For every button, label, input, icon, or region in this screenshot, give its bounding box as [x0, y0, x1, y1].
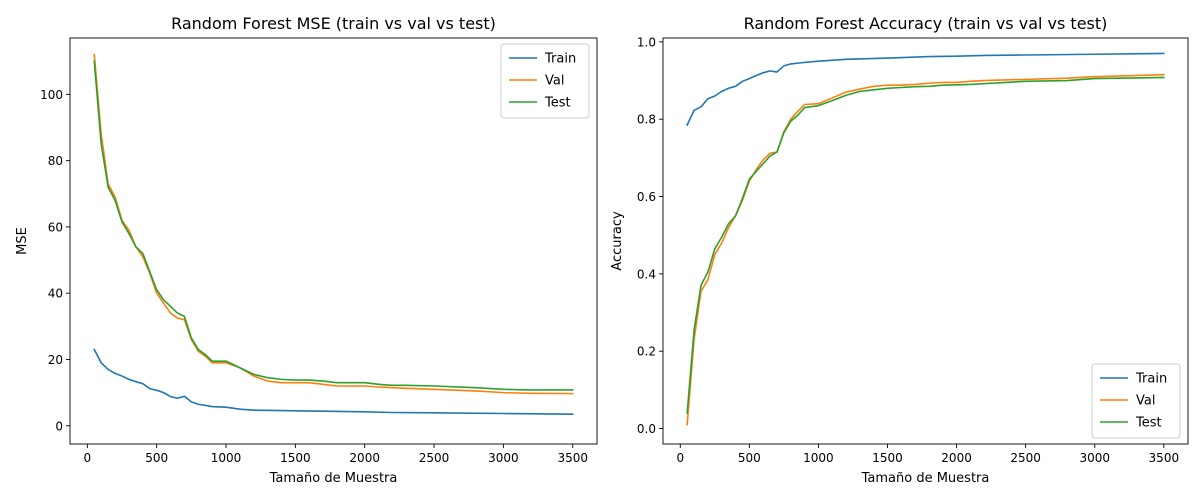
axes-frame — [662, 37, 1189, 445]
x-tick-label: 2500 — [419, 451, 450, 465]
y-tick-label: 40 — [48, 287, 63, 301]
x-tick-label: 2000 — [941, 451, 972, 465]
x-tick-label: 0 — [84, 451, 92, 465]
chart-title: Random Forest MSE (train vs val vs test) — [171, 14, 496, 33]
x-tick-label: 500 — [738, 451, 761, 465]
y-tick-label: 0.0 — [637, 422, 656, 436]
x-tick-label: 2500 — [1010, 451, 1041, 465]
y-tick-label: 20 — [48, 353, 63, 367]
x-tick-label: 500 — [145, 451, 168, 465]
x-tick-label: 2000 — [349, 451, 380, 465]
y-tick-label: 1.0 — [637, 35, 656, 49]
series-line-test — [686, 76, 1165, 414]
y-tick-label: 0 — [55, 419, 63, 433]
legend-label-val: Val — [1136, 394, 1155, 409]
y-tick-label: 0.4 — [637, 267, 656, 281]
x-tick-label: 3000 — [1079, 451, 1110, 465]
y-axis-label: Accuracy — [610, 211, 625, 271]
x-tick-label: 3500 — [557, 451, 588, 465]
x-axis-label: Tamaño de Muestra — [861, 471, 990, 486]
axes-frame — [69, 37, 598, 445]
series-line-train — [93, 348, 574, 415]
chart-title: Random Forest Accuracy (train vs val vs … — [744, 14, 1108, 33]
legend-label-test: Test — [544, 96, 571, 111]
y-axis-label: MSE — [15, 227, 30, 255]
y-tick-label: 60 — [48, 220, 63, 234]
series-line-train — [686, 52, 1165, 127]
y-tick-label: 0.8 — [637, 113, 656, 127]
x-tick-label: 1500 — [872, 451, 903, 465]
series-line-val — [686, 73, 1165, 426]
y-tick-label: 0.6 — [637, 190, 656, 204]
series-lines — [93, 53, 574, 415]
legend-label-test: Test — [1135, 416, 1162, 431]
legend-label-val: Val — [545, 74, 564, 89]
x-tick-label: 1000 — [211, 451, 242, 465]
series-lines — [686, 52, 1165, 426]
legend-box — [1091, 363, 1181, 439]
x-tick-label: 1500 — [280, 451, 311, 465]
legend-box — [500, 43, 590, 119]
y-tick-label: 80 — [48, 154, 63, 168]
legend-label-train: Train — [544, 52, 576, 67]
x-axis-label: Tamaño de Muestra — [269, 471, 398, 486]
legend: Train Val Test — [500, 43, 590, 119]
legend-label-train: Train — [1135, 372, 1167, 387]
y-tick-label: 100 — [40, 88, 63, 102]
x-tick-label: 3000 — [488, 451, 519, 465]
series-line-test — [93, 60, 574, 391]
y-tick-label: 0.2 — [637, 345, 656, 359]
accuracy-chart-panel: 0 500 1000 1500 2000 2500 3000 3500 0.0 0.2 0.4 0.6… — [610, 14, 1189, 486]
x-tick-label: 1000 — [803, 451, 834, 465]
x-tick-label: 0 — [676, 451, 684, 465]
mse-chart-panel: 0 500 1000 1500 2000 2500 3000 3500 0 20 40 60 80 100… — [15, 14, 598, 486]
legend: Train Val Test — [1091, 363, 1181, 439]
x-tick-label: 3500 — [1149, 451, 1180, 465]
